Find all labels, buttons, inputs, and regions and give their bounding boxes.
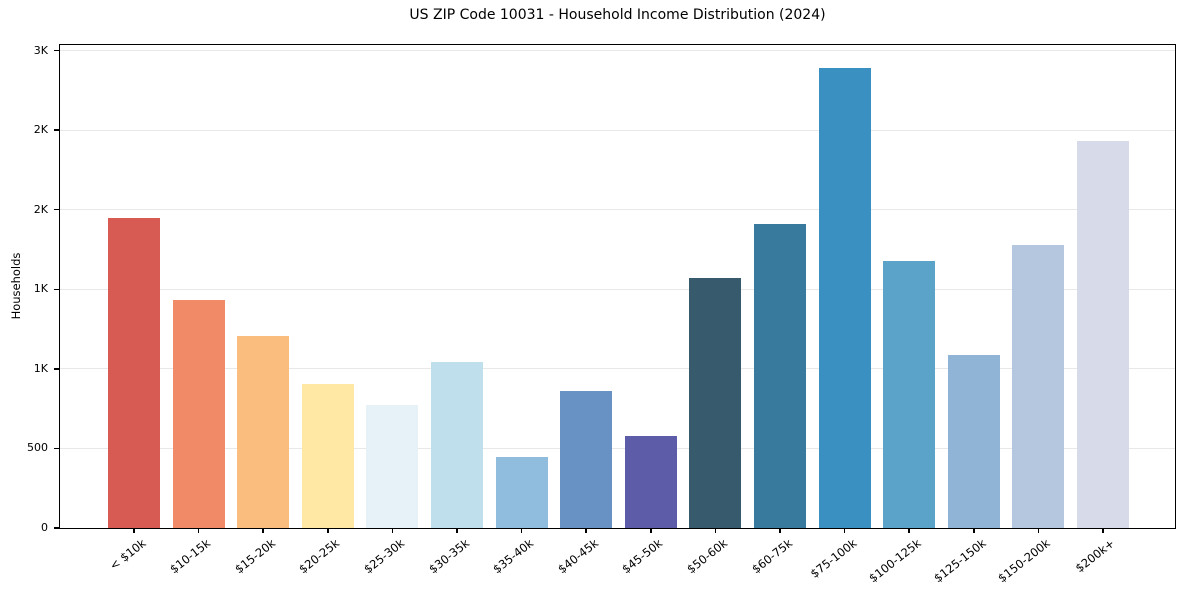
x-axis-tick: [779, 528, 781, 533]
y-axis-tick-label: 2K: [33, 202, 48, 216]
bar: [818, 68, 871, 528]
x-axis-tick: [843, 528, 846, 533]
x-axis-tick-label: < $10k: [106, 536, 149, 573]
x-axis-tick-label: $10-15k: [167, 536, 214, 577]
y-axis-tick-label: 500: [27, 441, 48, 455]
y-axis-tick: [54, 447, 59, 450]
y-axis-tick-label: 0: [41, 521, 48, 534]
x-axis-tick-label: $20-25k: [296, 536, 343, 577]
x-axis-tick-label: $25-30k: [361, 536, 408, 577]
x-axis-tick: [456, 528, 458, 533]
x-axis-tick: [714, 528, 717, 533]
bar: [495, 457, 548, 528]
x-axis-tick-label: $35-40k: [490, 536, 537, 577]
bar: [560, 391, 613, 528]
bar: [172, 299, 225, 528]
x-axis-tick: [133, 528, 135, 533]
x-axis-tick: [1102, 528, 1104, 533]
bar: [754, 224, 806, 528]
x-axis-tick-label: $45-50k: [619, 536, 666, 577]
x-axis-tick-label: $50-60k: [684, 536, 731, 577]
bar: [237, 336, 290, 528]
chart-title: US ZIP Code 10031 - Household Income Dis…: [409, 7, 826, 23]
gridline: [60, 129, 1175, 131]
bar: [947, 354, 1000, 528]
bar: [301, 383, 354, 528]
x-axis-tick: [197, 528, 200, 533]
x-axis-tick: [973, 528, 975, 533]
x-axis-tick-label: $125-150k: [930, 536, 989, 586]
y-axis-tick: [54, 49, 59, 52]
x-axis-tick-label: $200k+: [1073, 536, 1118, 576]
x-axis-tick: [908, 528, 910, 533]
y-axis-tick-label: 1K: [33, 282, 48, 296]
plot-area: 0 500 1K 1K 2K 2K 3K < $10k $10-15k $15-20k $20-25…: [27, 44, 1176, 585]
y-axis-tick: [54, 527, 59, 529]
x-axis-tick-label: $150-200k: [995, 536, 1054, 586]
bar: [366, 405, 419, 528]
gridline: [60, 50, 1175, 52]
y-axis-tick: [54, 368, 59, 370]
x-axis-tick: [1037, 528, 1040, 533]
x-axis-tick: [327, 528, 329, 533]
x-axis-tick-label: $75-100k: [807, 536, 860, 581]
x-axis-tick-label: $15-20k: [231, 536, 278, 577]
x-axis-tick: [391, 528, 394, 533]
y-axis-tick: [54, 129, 59, 131]
y-axis-tick: [54, 288, 59, 291]
x-axis-tick: [262, 528, 264, 533]
bar: [624, 435, 677, 528]
gridline: [60, 447, 1175, 449]
bar: [689, 278, 742, 528]
y-axis-tick: [54, 208, 59, 211]
gridline: [60, 209, 1175, 211]
x-axis-tick-label: $60-75k: [748, 536, 795, 577]
y-axis-tick-label: 3K: [33, 43, 48, 57]
x-axis-tick-label: $100-125k: [866, 536, 924, 586]
gridline: [60, 368, 1175, 370]
bar: [431, 361, 483, 528]
y-axis-tick-label: 1K: [33, 361, 48, 375]
bar: [1077, 141, 1129, 528]
y-axis-tick-label: 2K: [33, 123, 48, 137]
bar: [883, 260, 936, 528]
bar: [1012, 244, 1065, 528]
x-axis-tick: [520, 528, 523, 533]
gridline: [60, 288, 1175, 290]
x-axis-tick-label: $40-45k: [554, 536, 601, 577]
bar: [108, 217, 160, 528]
x-axis-tick: [650, 528, 652, 533]
x-axis-tick: [585, 528, 587, 533]
x-axis-tick-label: $30-35k: [425, 536, 472, 577]
